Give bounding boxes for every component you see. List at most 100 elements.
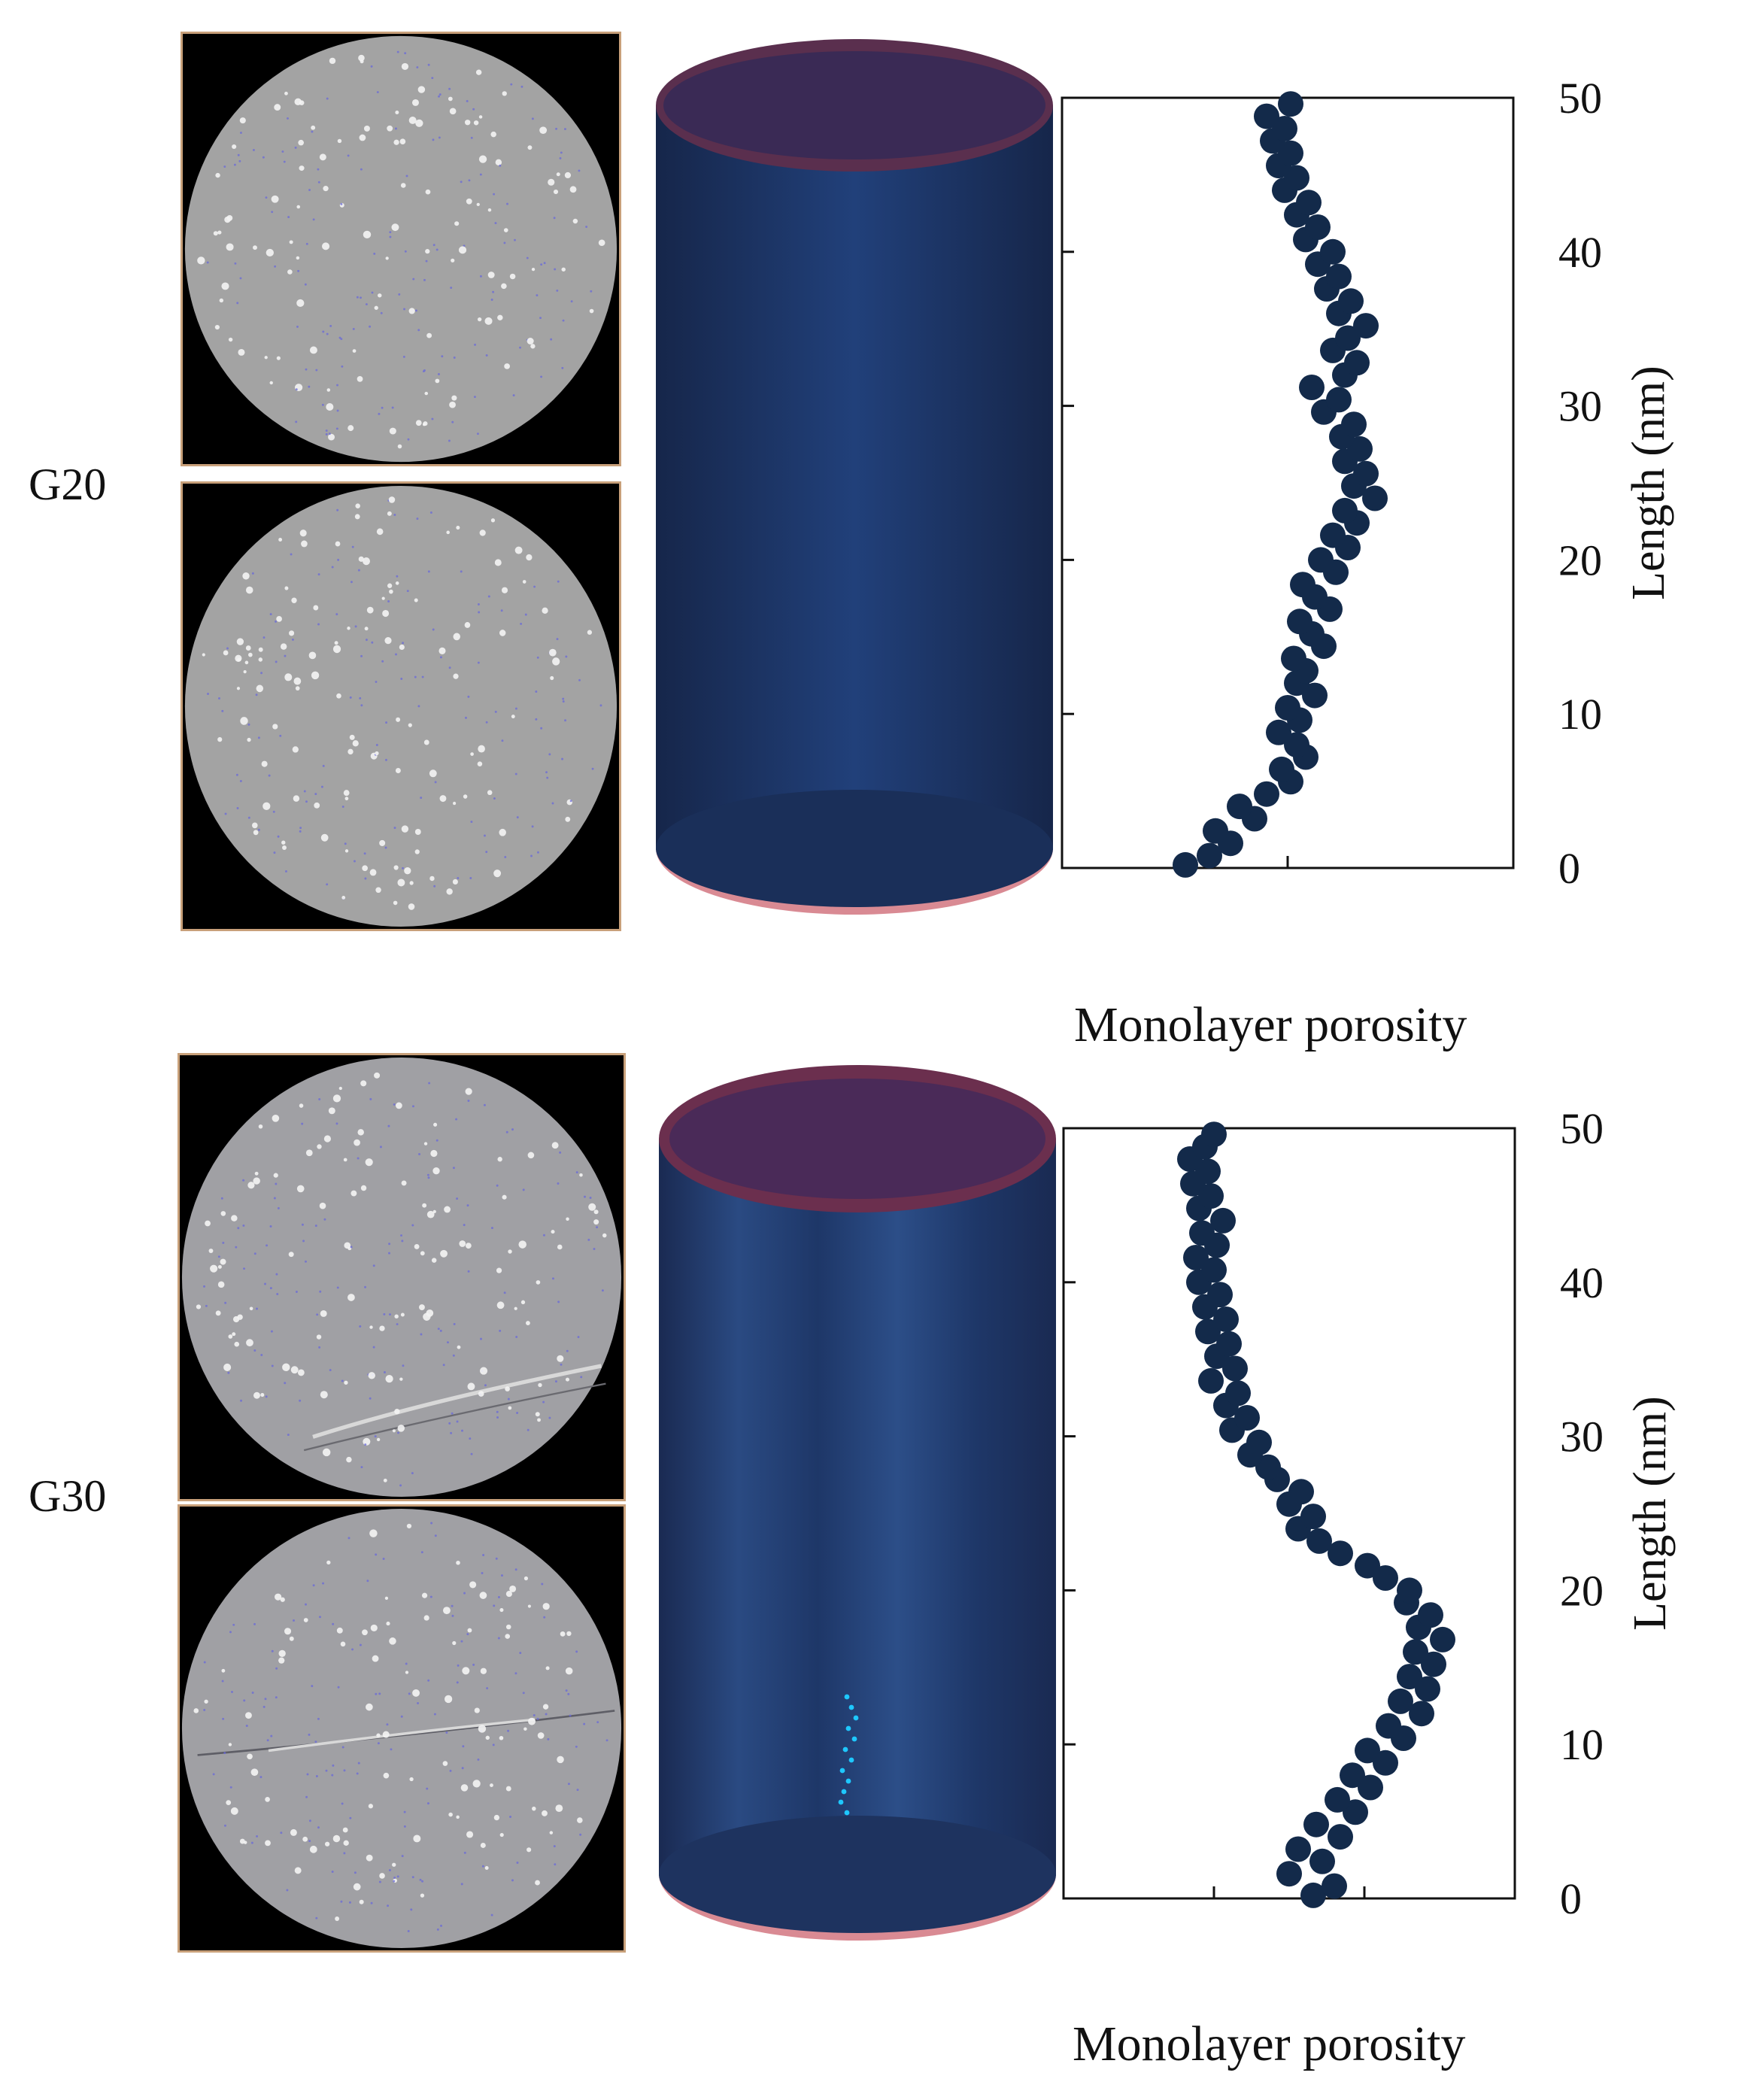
data-point [1281, 645, 1306, 672]
data-point [1355, 1552, 1380, 1579]
data-point [1397, 1577, 1422, 1604]
data-point [1376, 1713, 1401, 1739]
y-tick-label: 40 [1558, 228, 1602, 277]
data-point [1328, 1824, 1353, 1850]
data-point [1335, 325, 1361, 351]
data-point [1320, 522, 1346, 548]
data-point [1195, 1158, 1221, 1185]
data-point [1322, 1873, 1347, 1899]
porosity-chart-svg: 0 10 20 30 40 50 Length (nm) [1062, 1104, 1676, 1923]
data-point [1197, 842, 1222, 869]
data-point [1210, 1207, 1236, 1234]
data-point [1302, 682, 1328, 709]
data-point [1300, 1504, 1326, 1530]
pore-cluster-highlight [838, 1694, 859, 1816]
data-point [1299, 375, 1325, 400]
data-point [1227, 794, 1252, 820]
y-tick-label: 0 [1558, 844, 1580, 893]
data-point [1276, 1861, 1302, 1887]
data-point [1358, 1774, 1383, 1801]
data-point [1290, 572, 1315, 598]
data-point [1373, 1565, 1398, 1591]
data-point [1347, 435, 1373, 462]
data-point [1409, 1701, 1434, 1727]
data-point [1198, 1183, 1224, 1209]
data-point [1272, 116, 1297, 141]
x-axis-label: Monolayer porosity [1074, 997, 1467, 1052]
data-point [1195, 1319, 1221, 1345]
data-point [1173, 851, 1198, 878]
porosity-chart: 0 10 20 30 40 50 Length (nm) [1055, 1104, 1701, 1933]
data-point [1343, 1799, 1368, 1825]
data-point [1189, 1220, 1215, 1246]
data-point [1275, 695, 1300, 721]
data-point [1254, 103, 1279, 129]
ct-slice-image [181, 481, 621, 931]
data-point [1246, 1429, 1272, 1455]
data-point [1207, 1282, 1233, 1308]
data-point [1266, 719, 1291, 745]
x-axis-label: Monolayer porosity [1073, 2017, 1466, 2071]
data-series [1173, 91, 1388, 878]
data-point [1338, 288, 1364, 314]
pore-cylinder-render [651, 38, 1058, 925]
data-point [1421, 1651, 1446, 1677]
porosity-chart-svg: 0 10 20 30 40 50 Length (nm) [1061, 74, 1674, 893]
data-point [1288, 1479, 1314, 1505]
y-tick-label: 40 [1560, 1258, 1604, 1307]
panel-g30: G30 [0, 1038, 1757, 2100]
y-tick-label: 50 [1558, 74, 1602, 123]
data-point [1203, 818, 1228, 844]
y-axis-label: Length (nm) [1623, 366, 1674, 600]
data-point [1353, 313, 1379, 339]
data-point [1254, 781, 1279, 807]
ct-slice-image [178, 1504, 626, 1953]
data-point [1183, 1245, 1209, 1270]
data-point [1269, 756, 1294, 782]
data-point [1296, 190, 1322, 216]
data-point [1213, 1306, 1239, 1332]
data-point [1198, 1367, 1224, 1394]
data-point [1306, 1528, 1332, 1554]
data-point [1415, 1676, 1440, 1702]
data-point [1340, 1762, 1365, 1789]
data-point [1255, 1454, 1281, 1480]
data-point [1362, 485, 1388, 511]
data-point [1332, 497, 1358, 523]
data-series [1177, 1121, 1455, 1908]
data-point [1325, 1786, 1350, 1813]
group-label-g30: G30 [29, 1471, 107, 1521]
panel-g20: G20 0 10 20 30 40 5 [29, 32, 1700, 1052]
data-point [1309, 1848, 1335, 1874]
data-point [1284, 165, 1309, 191]
data-point [1344, 350, 1370, 376]
data-point [1397, 1664, 1422, 1690]
data-point [1353, 460, 1379, 487]
y-tick-label: 10 [1558, 690, 1602, 739]
ct-slice-image [181, 32, 621, 466]
group-label-g20: G20 [29, 460, 107, 509]
data-point [1201, 1121, 1227, 1148]
data-point [1355, 1737, 1380, 1764]
data-point [1341, 411, 1367, 438]
ct-slice-image [178, 1053, 626, 1501]
y-tick-label: 20 [1558, 536, 1602, 584]
data-point [1430, 1626, 1455, 1652]
data-point [1326, 387, 1352, 413]
y-tick-label: 10 [1560, 1720, 1604, 1769]
data-point [1278, 140, 1303, 166]
data-point [1388, 1688, 1413, 1714]
data-point [1287, 608, 1312, 635]
y-axis-label: Length (nm) [1625, 1396, 1676, 1631]
data-point [1284, 732, 1309, 758]
data-point [1373, 1749, 1398, 1776]
y-tick-label: 30 [1560, 1413, 1604, 1461]
data-point [1303, 1811, 1329, 1838]
y-tick-label: 0 [1560, 1874, 1582, 1923]
pore-cylinder-render [654, 1064, 1061, 1951]
y-tick-label: 30 [1558, 382, 1602, 431]
data-point [1308, 547, 1334, 573]
data-point [1326, 263, 1352, 290]
porosity-chart: 0 10 20 30 40 50 Length (nm) [1053, 74, 1700, 903]
data-point [1285, 1836, 1311, 1862]
